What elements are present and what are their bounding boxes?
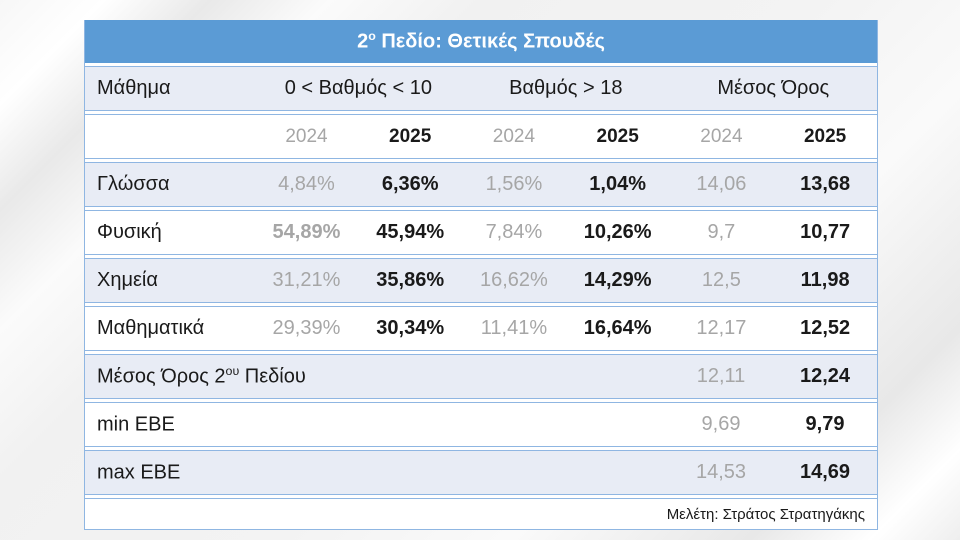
value-cell: 9,79 <box>805 413 845 435</box>
value-cell: 10,77 <box>800 221 851 243</box>
table-row-fysiki: Φυσική 54,89% 45,94% 7,84% 10,26% 9,7 10… <box>85 210 877 255</box>
summary-row-min-ebe: min ΕΒΕ 9,69 9,79 <box>85 402 877 447</box>
label-superscript: ου <box>225 364 240 379</box>
subject-label: Χημεία <box>97 269 158 291</box>
summary-label: min ΕΒΕ <box>97 413 175 436</box>
value-cell: 16,64% <box>583 317 652 339</box>
year-header-row: 2024 2025 2024 2025 2024 2025 <box>85 114 877 159</box>
value-cell: 7,84% <box>485 221 543 243</box>
summary-label: Μέσος Όρος 2ου Πεδίου <box>97 364 306 388</box>
value-cell: 6,36% <box>381 173 439 195</box>
value-cell: 14,06 <box>696 173 747 195</box>
col-header-subject: Μάθημα <box>97 77 171 99</box>
col-header-grade-0-10: 0 < Βαθμός < 10 <box>284 77 432 99</box>
year-header-2025: 2025 <box>596 125 639 147</box>
value-cell: 13,68 <box>800 173 851 195</box>
year-header-2025: 2025 <box>389 125 432 147</box>
value-cell: 9,7 <box>707 221 736 243</box>
value-cell: 12,11 <box>696 365 746 387</box>
value-cell: 12,17 <box>696 317 747 339</box>
value-cell: 30,34% <box>376 317 445 339</box>
value-cell: 54,89% <box>272 221 341 243</box>
table-row-mathimatika: Μαθηματικά 29,39% 30,34% 11,41% 16,64% 1… <box>85 306 877 351</box>
value-cell: 11,41% <box>480 317 548 339</box>
credit-row: Μελέτη: Στράτος Στρατηγάκης <box>85 498 877 530</box>
value-cell: 14,29% <box>583 269 652 291</box>
summary-label: max ΕΒΕ <box>97 461 181 484</box>
year-header-2024: 2024 <box>700 125 743 147</box>
subject-label: Φυσική <box>97 221 162 243</box>
value-cell: 14,69 <box>799 461 851 483</box>
title-superscript: ο <box>368 29 376 44</box>
subject-label: Γλώσσα <box>97 173 170 195</box>
value-cell: 1,04% <box>589 173 647 195</box>
value-cell: 10,26% <box>583 221 652 243</box>
value-cell: 45,94% <box>376 221 445 243</box>
year-header-2024: 2024 <box>492 125 536 147</box>
value-cell: 16,62% <box>480 269 548 291</box>
summary-row-field-average: Μέσος Όρος 2ου Πεδίου 12,11 12,24 <box>85 354 877 399</box>
col-header-grade-over-18: Βαθμός > 18 <box>509 77 623 99</box>
value-cell: 31,21% <box>272 269 341 291</box>
table-row-glossa: Γλώσσα 4,84% 6,36% 1,56% 1,04% 14,06 13,… <box>85 162 877 207</box>
value-cell: 12,5 <box>701 269 741 291</box>
value-cell: 29,39% <box>272 317 341 339</box>
table-title-bar: 2ο Πεδίο: Θετικές Σπουδές <box>85 20 877 63</box>
study-credit: Μελέτη: Στράτος Στρατηγάκης <box>666 505 865 523</box>
col-header-average: Μέσος Όρος <box>717 77 830 99</box>
summary-row-max-ebe: max ΕΒΕ 14,53 14,69 <box>85 450 877 495</box>
value-cell: 1,56% <box>485 173 543 195</box>
value-cell: 14,53 <box>695 461 747 483</box>
value-cell: 12,24 <box>799 365 851 387</box>
year-header-2025: 2025 <box>803 125 847 147</box>
table-row-ximeia: Χημεία 31,21% 35,86% 16,62% 14,29% 12,5 … <box>85 258 877 303</box>
year-header-2024: 2024 <box>285 125 328 147</box>
value-cell: 9,69 <box>701 413 741 435</box>
value-cell: 35,86% <box>376 269 445 291</box>
value-cell: 11,98 <box>800 269 850 291</box>
value-cell: 4,84% <box>278 173 335 195</box>
table-title: 2ο Πεδίο: Θετικές Σπουδές <box>357 29 605 53</box>
column-header-row: Μάθημα 0 < Βαθμός < 10 Βαθμός > 18 Μέσος… <box>85 66 877 111</box>
subject-label: Μαθηματικά <box>97 317 205 339</box>
value-cell: 12,52 <box>800 317 851 339</box>
field2-statistics-table: 2ο Πεδίο: Θετικές Σπουδές Μάθημα 0 < Βαθ… <box>84 20 878 530</box>
